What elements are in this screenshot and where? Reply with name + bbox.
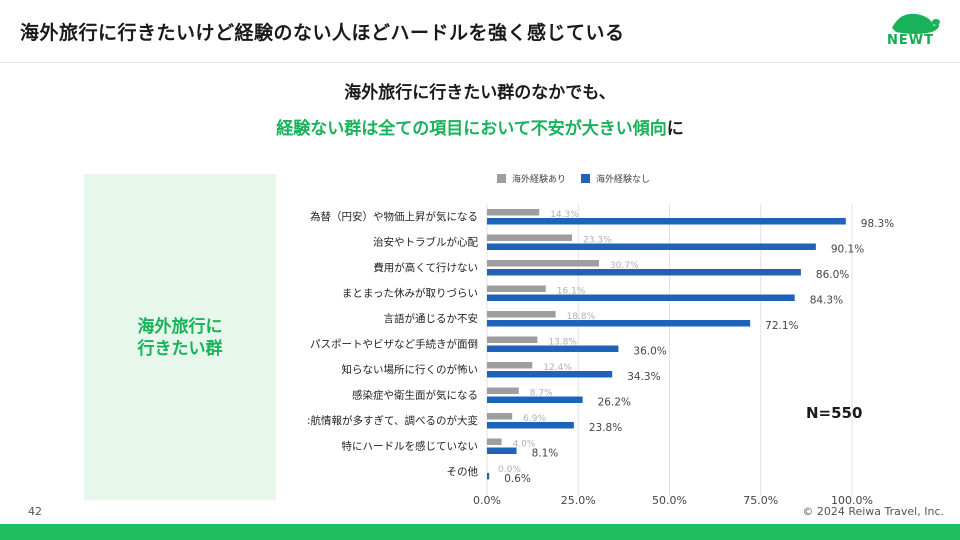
bar-inexperienced [487, 473, 490, 480]
data-label-inexperienced: 72.1% [765, 320, 798, 332]
data-label-inexperienced: 0.6% [504, 473, 531, 485]
data-label-inexperienced: 98.3% [861, 218, 894, 230]
data-label-inexperienced: 86.0% [816, 269, 849, 281]
newt-turtle-logo-icon [892, 13, 940, 34]
x-tick-label: 100.0% [831, 494, 873, 507]
group-label-line-1: 海外旅行に [137, 317, 223, 337]
data-label-experienced: 0.0% [498, 465, 521, 475]
bar-inexperienced [487, 422, 574, 429]
legend-swatch-0 [497, 174, 506, 183]
data-label-experienced: 14.3% [550, 210, 579, 220]
subtitle-highlight: 経験ない群は全ての項目において不安が大きい傾向 [276, 119, 667, 139]
legend-swatch-1 [581, 174, 590, 183]
newt-logo-text: NEWT [887, 33, 934, 48]
category-label: 特にハードルを感じていない [342, 440, 479, 453]
page-number: 42 [28, 505, 42, 518]
data-label-inexperienced: 34.3% [627, 371, 660, 383]
subtitle-suffix: に [666, 119, 684, 139]
bar-experienced [487, 209, 540, 216]
x-tick-label: 25.0% [561, 494, 596, 507]
x-tick-label: 0.0% [473, 494, 501, 507]
bar-experienced [487, 336, 538, 343]
legend-label-0: 海外経験あり [512, 173, 566, 185]
category-label: パスポートやビザなど手続きが面倒 [310, 338, 478, 351]
bar-experienced [487, 438, 502, 445]
group-label-line-2: 行きたい群 [137, 339, 223, 359]
data-label-experienced: 8.7% [530, 389, 553, 399]
bar-experienced [487, 285, 546, 292]
data-label-inexperienced: 8.1% [532, 448, 559, 460]
category-label: まとまった休みが取りづらい [342, 287, 478, 300]
bar-inexperienced [487, 345, 619, 352]
subtitle-line-2: 経験ない群は全ての項目において不安が大きい傾向に [0, 114, 960, 139]
bar-experienced [487, 311, 556, 318]
data-label-inexperienced: 84.3% [810, 295, 843, 307]
header-divider [0, 62, 960, 63]
data-label-experienced: 13.8% [548, 338, 577, 348]
category-label: 費用が高くて行けない [373, 261, 478, 274]
category-label: 言語が通じるか不安 [384, 312, 479, 325]
category-label: その他 [447, 465, 479, 478]
category-label: 感染症や衛生面が気になる [352, 389, 478, 402]
data-label-inexperienced: 90.1% [831, 244, 864, 256]
bar-inexperienced [487, 371, 613, 378]
group-panel [84, 174, 276, 500]
data-label-experienced: 16.1% [557, 287, 586, 297]
data-label-inexperienced: 36.0% [633, 346, 666, 358]
bar-inexperienced [487, 269, 801, 276]
bar-experienced [487, 234, 573, 241]
legend-label-1: 海外経験なし [596, 173, 650, 185]
bar-experienced [487, 387, 519, 394]
footer-band [0, 524, 960, 540]
x-tick-label: 75.0% [743, 494, 778, 507]
bar-experienced [487, 260, 600, 267]
copyright-text: © 2024 Reiwa Travel, Inc. [802, 505, 944, 518]
bar-inexperienced [487, 243, 816, 250]
bar-inexperienced [487, 396, 583, 403]
category-label: 為替（円安）や物価上昇が気になる [310, 210, 478, 223]
bar-inexperienced [487, 447, 517, 454]
data-label-experienced: 12.4% [543, 363, 572, 373]
page-title: 海外旅行に行きたいけど経験のない人ほどハードルを強く感じている [20, 22, 625, 44]
category-label: :航情報が多すぎて、調べるのが大変 [307, 414, 479, 427]
bar-inexperienced [487, 218, 846, 225]
data-label-experienced: 6.9% [523, 414, 546, 424]
bar-experienced [487, 413, 513, 420]
data-label-experienced: 23.3% [583, 236, 612, 246]
x-tick-label: 50.0% [652, 494, 687, 507]
category-label: 治安やトラブルが心配 [373, 236, 478, 249]
bar-experienced [487, 362, 533, 369]
data-label-experienced: 18.8% [567, 312, 596, 322]
sample-size: N=550 [806, 404, 863, 422]
group-label: 海外旅行に 行きたい群 [84, 316, 276, 360]
subtitle-line-1: 海外旅行に行きたい群のなかでも、 [344, 83, 616, 103]
data-label-inexperienced: 23.8% [589, 422, 622, 434]
category-label: 知らない場所に行くのが怖い [342, 363, 479, 376]
bar-inexperienced [487, 294, 795, 301]
bar-inexperienced [487, 320, 751, 327]
data-label-inexperienced: 26.2% [598, 397, 631, 409]
data-label-experienced: 4.0% [513, 440, 536, 450]
data-label-experienced: 30.7% [610, 261, 639, 271]
